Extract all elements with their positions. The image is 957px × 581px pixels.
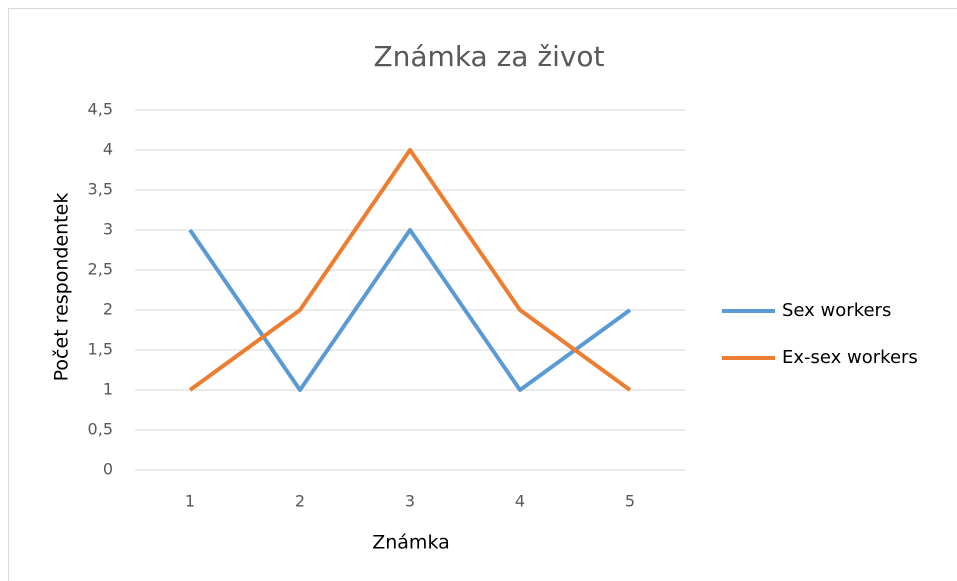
y-tick-label: 2 bbox=[103, 300, 113, 319]
legend-label: Sex workers bbox=[782, 300, 891, 321]
x-tick-label: 4 bbox=[515, 492, 525, 511]
series-line bbox=[188, 148, 632, 392]
x-tick-label: 3 bbox=[405, 492, 415, 511]
x-tick-label: 1 bbox=[185, 492, 195, 511]
chart-title: Známka za život bbox=[373, 40, 604, 73]
x-tick-label: 5 bbox=[625, 492, 635, 511]
y-tick-label: 4 bbox=[103, 140, 113, 159]
chart-border bbox=[8, 8, 957, 581]
x-tick-label: 2 bbox=[295, 492, 305, 511]
y-tick-label: 4,5 bbox=[88, 100, 113, 119]
legend-label: Ex-sex workers bbox=[782, 347, 918, 368]
y-tick-label: 1 bbox=[103, 380, 113, 399]
y-tick-label: 2,5 bbox=[88, 260, 113, 279]
y-axis-label: Počet respondentek bbox=[51, 193, 73, 382]
y-tick-label: 1,5 bbox=[88, 340, 113, 359]
y-tick-label: 0 bbox=[103, 460, 113, 479]
y-tick-label: 3,5 bbox=[88, 180, 113, 199]
x-axis-label: Známka bbox=[372, 532, 450, 554]
y-tick-label: 0,5 bbox=[88, 420, 113, 439]
y-tick-label: 3 bbox=[103, 220, 113, 239]
